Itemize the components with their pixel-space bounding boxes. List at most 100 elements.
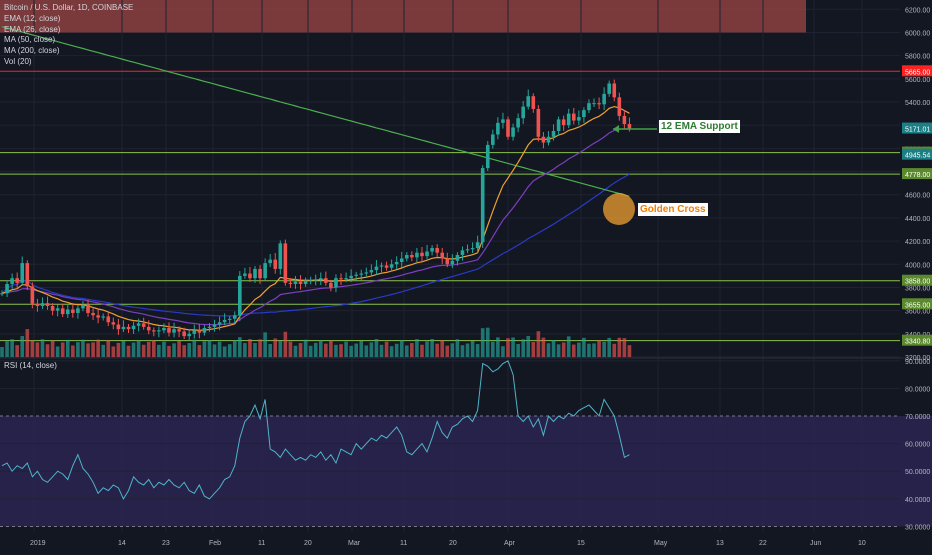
- volume-bar: [415, 339, 419, 357]
- legend-ma50[interactable]: MA (50, close): [4, 35, 56, 45]
- volume-bar: [96, 339, 100, 357]
- ema-support-annotation: 12 EMA Support: [659, 120, 740, 133]
- volume-bar: [50, 340, 55, 357]
- candle-body: [354, 274, 358, 276]
- time-tick-label: 14: [118, 540, 126, 547]
- time-tick-label: May: [654, 540, 668, 547]
- candle-body: [136, 323, 141, 326]
- candle-body: [531, 96, 536, 109]
- volume-bar: [607, 337, 611, 357]
- volume-bar: [248, 339, 252, 357]
- candle-body: [60, 308, 65, 315]
- candle-body: [501, 119, 505, 123]
- candle-body: [111, 322, 116, 325]
- legend-symbol[interactable]: Bitcoin / U.S. Dollar, 1D, COINBASE: [4, 3, 134, 12]
- candle-body: [556, 119, 561, 131]
- volume-bar: [15, 345, 19, 357]
- candle-body: [192, 330, 197, 334]
- candle-body: [65, 309, 70, 315]
- volume-bar: [425, 341, 429, 357]
- candle-body: [349, 275, 353, 279]
- candle-body: [5, 283, 9, 294]
- rsi-tick-label: 50.0000: [905, 469, 930, 476]
- volume-bar: [238, 337, 242, 357]
- candle-body: [0, 293, 4, 295]
- candle-body: [536, 108, 541, 137]
- candle-body: [248, 273, 252, 279]
- time-tick-label: 11: [400, 540, 407, 547]
- volume-bar: [162, 341, 166, 357]
- candle-body: [440, 252, 445, 259]
- level-label: 4778.00: [905, 172, 930, 179]
- candle-body: [20, 263, 25, 283]
- candle-body: [86, 304, 90, 313]
- volume-bar: [577, 342, 581, 357]
- candle-body: [217, 322, 222, 325]
- volume-bar: [339, 344, 343, 357]
- candle-body: [202, 328, 207, 333]
- legend-ema12[interactable]: EMA (12, close): [4, 13, 61, 23]
- volume-bar: [293, 345, 298, 357]
- candle-body: [126, 326, 131, 330]
- volume-bar: [602, 341, 606, 357]
- candle-body: [81, 304, 85, 309]
- volume-bar: [501, 346, 505, 357]
- volume-bar: [273, 338, 278, 357]
- volume-bar: [60, 342, 65, 357]
- volume-bar: [40, 339, 45, 357]
- candle-body: [157, 330, 161, 332]
- candle-body: [394, 261, 399, 265]
- volume-bar: [369, 342, 374, 357]
- volume-bar: [71, 345, 75, 357]
- price-tick-label: 3200.00: [905, 355, 930, 362]
- volume-bar: [30, 340, 35, 357]
- candle-body: [571, 113, 576, 121]
- level-label: 3858.00: [905, 279, 930, 286]
- legend-ma200[interactable]: MA (200, close): [4, 46, 60, 56]
- candle-body: [450, 260, 455, 265]
- candle-body: [324, 278, 328, 283]
- candle-body: [389, 264, 394, 268]
- candle-body: [405, 255, 409, 259]
- price-tick-label: 5400.00: [905, 100, 930, 107]
- time-tick-label: 20: [449, 540, 457, 547]
- price-label-bg: [902, 148, 932, 160]
- volume-bar: [167, 345, 171, 357]
- price-tick-label: 6000.00: [905, 30, 930, 37]
- volume-bar: [111, 346, 116, 357]
- candle-body: [551, 130, 556, 137]
- candle-body: [496, 122, 500, 135]
- candle-body: [526, 96, 531, 107]
- candle-body: [399, 258, 404, 262]
- rsi-tick-label: 80.0000: [905, 386, 930, 393]
- candle-body: [91, 312, 95, 316]
- candle-body: [480, 168, 485, 243]
- volume-bar: [516, 343, 520, 357]
- candle-body: [582, 110, 586, 118]
- legend-vol[interactable]: Vol (20): [4, 56, 32, 66]
- candle-body: [379, 265, 384, 267]
- candle-body: [627, 124, 632, 129]
- legend-ema26[interactable]: EMA (26, close): [4, 24, 61, 34]
- candle-body: [172, 329, 176, 333]
- candle-body: [167, 328, 171, 333]
- volume-bar: [45, 344, 50, 357]
- candle-body: [40, 303, 45, 306]
- rsi-tick-label: 90.0000: [905, 359, 930, 366]
- price-tick-label: 3600.00: [905, 309, 930, 316]
- candle-body: [293, 281, 298, 284]
- rsi-legend[interactable]: RSI (14, close): [4, 361, 57, 370]
- volume-bar: [177, 341, 181, 357]
- candle-body: [592, 103, 596, 105]
- candle-body: [602, 93, 606, 105]
- time-tick-label: 22: [759, 540, 767, 547]
- volume-bar: [344, 341, 348, 357]
- volume-bar: [349, 345, 353, 357]
- resistance-zone: [0, 0, 806, 33]
- candle-body: [131, 325, 136, 330]
- level-label: 5665.00: [905, 69, 930, 76]
- candle-body: [278, 243, 283, 269]
- candle-body: [369, 270, 374, 273]
- volume-bar: [253, 343, 257, 357]
